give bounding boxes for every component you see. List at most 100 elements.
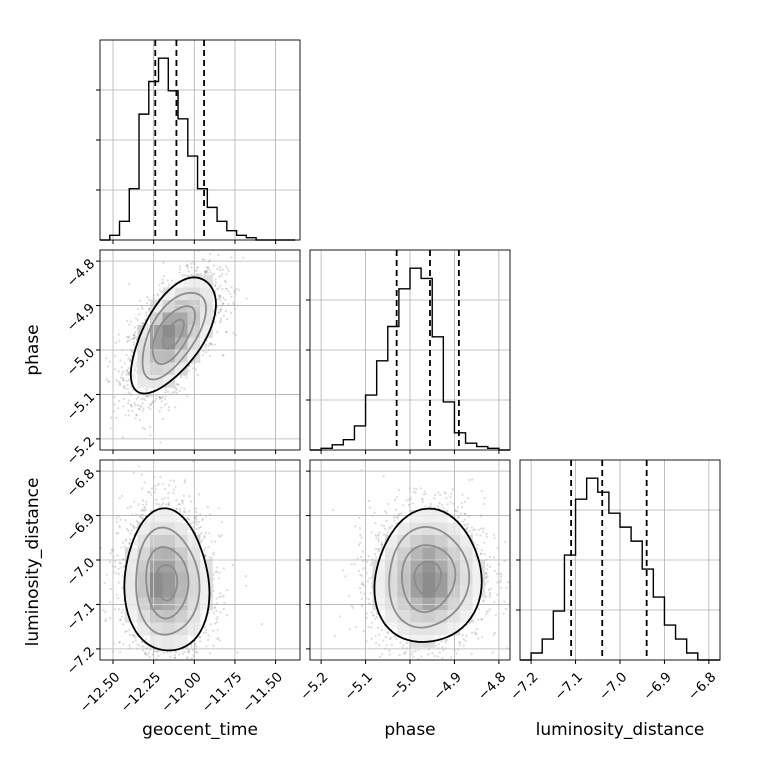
- scatter-geocent_time-vs-luminosity_distance-point: [163, 652, 165, 654]
- scatter-geocent_time-vs-luminosity_distance-point: [205, 532, 207, 534]
- scatter-geocent_time-vs-phase-point: [126, 384, 128, 386]
- scatter-geocent_time-vs-luminosity_distance-point: [120, 612, 122, 614]
- scatter-geocent_time-vs-phase-point: [121, 366, 123, 368]
- scatter-geocent_time-vs-luminosity_distance-point: [184, 651, 186, 653]
- scatter-geocent_time-vs-luminosity_distance-point: [130, 506, 132, 508]
- scatter-geocent_time-vs-luminosity_distance-point: [167, 673, 169, 675]
- scatter-geocent_time-vs-phase-point: [122, 371, 124, 373]
- scatter-geocent_time-vs-luminosity_distance-point: [110, 588, 112, 590]
- scatter-geocent_time-vs-luminosity_distance-point: [141, 509, 143, 511]
- scatter-geocent_time-vs-phase-point: [134, 326, 136, 328]
- scatter-geocent_time-vs-phase-point: [126, 369, 128, 371]
- scatter-geocent_time-vs-luminosity_distance-point: [181, 676, 183, 678]
- scatter-geocent_time-vs-phase-point: [95, 369, 97, 371]
- scatter-geocent_time-vs-phase-point: [155, 395, 157, 397]
- scatter-geocent_time-vs-luminosity_distance-point: [186, 517, 188, 519]
- scatter-geocent_time-vs-phase-point: [207, 272, 209, 274]
- scatter-geocent_time-vs-luminosity_distance-point: [160, 670, 162, 672]
- scatter-geocent_time-vs-phase-point: [114, 368, 116, 370]
- scatter-geocent_time-vs-phase-point: [225, 265, 227, 267]
- scatter-geocent_time-vs-phase-point: [139, 408, 141, 410]
- scatter-geocent_time-vs-luminosity_distance-point: [196, 524, 198, 526]
- scatter-geocent_time-vs-luminosity_distance-point: [175, 508, 177, 510]
- scatter-geocent_time-vs-luminosity_distance-point: [110, 552, 112, 554]
- scatter-geocent_time-vs-luminosity_distance-point: [223, 608, 225, 610]
- scatter-geocent_time-vs-luminosity_distance-point: [174, 679, 176, 681]
- scatter-geocent_time-vs-phase-point: [219, 296, 221, 298]
- scatter-geocent_time-vs-phase-point: [184, 274, 186, 276]
- scatter-geocent_time-vs-phase-point: [128, 391, 130, 393]
- scatter-geocent_time-vs-phase-point: [115, 342, 117, 344]
- scatter-geocent_time-vs-luminosity_distance-point: [120, 547, 122, 549]
- scatter-geocent_time-vs-luminosity_distance-point: [195, 519, 197, 521]
- scatter-geocent_time-vs-luminosity_distance-point: [130, 668, 132, 670]
- scatter-geocent_time-vs-luminosity_distance-point: [148, 652, 150, 654]
- scatter-geocent_time-vs-luminosity_distance-point: [114, 566, 116, 568]
- scatter-geocent_time-vs-luminosity_distance-point: [211, 540, 213, 542]
- scatter-geocent_time-vs-phase-point: [149, 434, 151, 436]
- scatter-geocent_time-vs-luminosity_distance-point: [130, 523, 132, 525]
- scatter-geocent_time-vs-luminosity_distance-point: [190, 500, 192, 502]
- scatter-geocent_time-vs-luminosity_distance-point: [183, 507, 185, 509]
- scatter-geocent_time-vs-luminosity_distance-point: [127, 530, 129, 532]
- scatter-geocent_time-vs-luminosity_distance-point: [180, 666, 182, 668]
- scatter-geocent_time-vs-luminosity_distance-point: [158, 662, 160, 664]
- scatter-geocent_time-vs-luminosity_distance-point: [212, 552, 214, 554]
- scatter-geocent_time-vs-luminosity_distance-point: [135, 513, 137, 515]
- scatter-geocent_time-vs-phase-point: [144, 428, 146, 430]
- scatter-geocent_time-vs-phase-point: [109, 361, 111, 363]
- scatter-geocent_time-vs-luminosity_distance-point: [115, 517, 117, 519]
- scatter-geocent_time-vs-luminosity_distance-point: [124, 631, 126, 633]
- scatter-geocent_time-vs-phase-point: [155, 398, 157, 400]
- scatter-geocent_time-vs-phase-point: [226, 273, 228, 275]
- scatter-geocent_time-vs-luminosity_distance-point: [117, 532, 119, 534]
- scatter-geocent_time-vs-phase-point: [221, 273, 223, 275]
- scatter-geocent_time-vs-phase-point: [174, 406, 176, 408]
- scatter-geocent_time-vs-phase-point: [213, 265, 215, 267]
- scatter-geocent_time-vs-phase-point: [162, 282, 164, 284]
- scatter-geocent_time-vs-luminosity_distance-point: [217, 629, 219, 631]
- scatter-geocent_time-vs-luminosity_distance-point: [172, 673, 174, 675]
- scatter-geocent_time-vs-luminosity_distance-point: [155, 488, 157, 490]
- scatter-geocent_time-vs-phase-point: [207, 345, 209, 347]
- scatter-geocent_time-vs-luminosity_distance-point: [129, 634, 131, 636]
- scatter-geocent_time-vs-luminosity_distance-point: [130, 529, 132, 531]
- scatter-geocent_time-vs-luminosity_distance-point: [141, 474, 143, 476]
- scatter-geocent_time-vs-luminosity_distance-point: [195, 511, 197, 513]
- scatter-geocent_time-vs-luminosity_distance-point: [122, 609, 124, 611]
- scatter-geocent_time-vs-phase-point: [149, 408, 151, 410]
- scatter-geocent_time-vs-luminosity_distance-point: [183, 670, 185, 672]
- scatter-geocent_time-vs-luminosity_distance-point: [216, 566, 218, 568]
- scatter-geocent_time-vs-phase-point: [167, 279, 169, 281]
- scatter-geocent_time-vs-phase-point: [135, 404, 137, 406]
- scatter-geocent_time-vs-phase-point: [222, 269, 224, 271]
- scatter-geocent_time-vs-phase-point: [136, 398, 138, 400]
- scatter-geocent_time-vs-luminosity_distance-point: [121, 495, 123, 497]
- scatter-geocent_time-vs-luminosity_distance-point: [219, 592, 221, 594]
- scatter-geocent_time-vs-phase-point: [225, 281, 227, 283]
- scatter-geocent_time-vs-phase-point: [107, 381, 109, 383]
- scatter-geocent_time-vs-phase-point: [142, 402, 144, 404]
- scatter-geocent_time-vs-phase-point: [119, 359, 121, 361]
- scatter-geocent_time-vs-phase-point: [172, 391, 174, 393]
- scatter-geocent_time-vs-phase-point: [186, 377, 188, 379]
- scatter-geocent_time-vs-luminosity_distance-point: [216, 621, 218, 623]
- scatter-geocent_time-vs-phase-point: [220, 275, 222, 277]
- scatter-geocent_time-vs-phase-point: [165, 389, 167, 391]
- scatter-geocent_time-vs-luminosity_distance-point: [157, 484, 159, 486]
- scatter-geocent_time-vs-phase-point: [233, 332, 235, 334]
- scatter-geocent_time-vs-luminosity_distance-point: [221, 521, 223, 523]
- scatter-geocent_time-vs-phase-point: [127, 402, 129, 404]
- scatter-geocent_time-vs-phase-point: [214, 344, 216, 346]
- scatter-geocent_time-vs-luminosity_distance-point: [166, 651, 168, 653]
- scatter-geocent_time-vs-phase-point: [126, 336, 128, 338]
- scatter-geocent_time-vs-luminosity_distance-point: [206, 675, 208, 677]
- scatter-geocent_time-vs-phase-point: [128, 399, 130, 401]
- scatter-geocent_time-vs-luminosity_distance-point: [223, 567, 225, 569]
- scatter-geocent_time-vs-luminosity_distance-point: [114, 608, 116, 610]
- scatter-geocent_time-vs-phase-point: [134, 331, 136, 333]
- scatter-geocent_time-vs-luminosity_distance-point: [115, 572, 117, 574]
- hist-geocent_time-step: [100, 58, 295, 240]
- scatter-geocent_time-vs-phase-point: [137, 404, 139, 406]
